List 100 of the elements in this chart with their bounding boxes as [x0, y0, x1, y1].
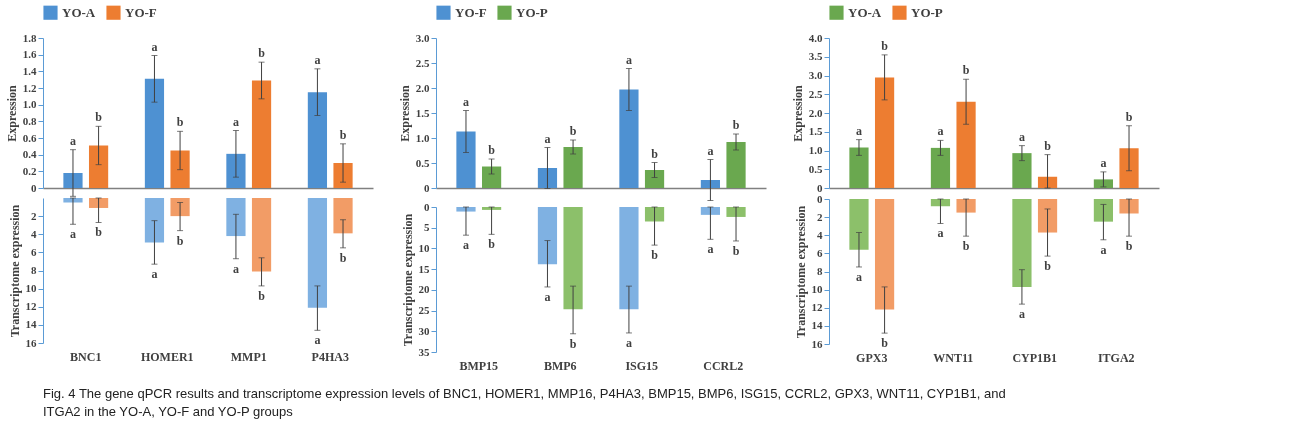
data-label: b [962, 63, 970, 78]
x-tick-label: CYP1B1 [1012, 350, 1058, 365]
y-tick-label: 2.5 [415, 56, 430, 69]
bar [537, 168, 558, 188]
y-tick-label: 2.0 [808, 106, 823, 119]
data-label: a [1018, 129, 1025, 144]
data-label: a [625, 52, 632, 67]
bar [874, 77, 895, 188]
data-label: b [176, 115, 184, 130]
bar [88, 198, 109, 208]
y-tick-label: 0.2 [22, 164, 37, 177]
bar [1093, 199, 1114, 222]
data-label: b [651, 146, 659, 161]
y-tick-label: 0.6 [22, 131, 37, 144]
bar [930, 147, 951, 188]
y-tick-label: 2 [31, 209, 37, 222]
y-tick-label: 0.4 [22, 148, 37, 161]
bar [226, 153, 246, 188]
data-label: b [1125, 109, 1133, 124]
y-axis-title: Expression [397, 84, 412, 142]
data-label: b [339, 250, 347, 265]
bar [333, 163, 353, 188]
y-tick-label: 0 [817, 181, 823, 194]
data-label: b [488, 237, 496, 252]
bar [619, 207, 639, 310]
y-tick-label: 15 [418, 262, 430, 275]
y-tick-label: 0 [31, 181, 37, 194]
y-tick-label: 1.5 [808, 125, 823, 138]
bar [456, 131, 476, 188]
bar [144, 198, 165, 243]
caption: Fig. 4 The gene qPCR results and transcriptome expression levels of BNC1, HOMER1, MMP16, P4HA3, BMP15, BMP6, ISG15, CCRL2, GPX3, WNT11, CYP1B1, and ITGA2 in the YO-A, YO-F and YO-P groups [43, 386, 1006, 419]
data-label: b [881, 336, 889, 351]
y-tick-label: 1.4 [22, 64, 37, 77]
data-label: b [95, 225, 103, 240]
legend-label: YO-F [455, 4, 487, 20]
y-tick-label: 1.0 [415, 131, 430, 144]
bar [644, 170, 665, 188]
data-label: a [1100, 155, 1107, 170]
data-label: b [881, 38, 889, 53]
bar [849, 199, 869, 250]
data-label: a [544, 289, 551, 304]
y-tick-label: 4 [31, 227, 37, 240]
y-tick-label: 1.2 [22, 81, 37, 94]
bar [170, 198, 190, 217]
y-tick-label: 25 [418, 304, 430, 317]
y-tick-label: 0 [424, 200, 430, 213]
y-tick-label: 2.5 [808, 87, 823, 100]
y-tick-label: 8 [817, 265, 823, 277]
data-label: b [339, 127, 347, 142]
y-tick-label: 8 [31, 264, 37, 276]
bar [170, 150, 190, 188]
legend-label: YO-F [125, 4, 157, 20]
data-label: a [855, 123, 862, 138]
bar [226, 198, 246, 237]
data-label: a [314, 333, 321, 348]
y-tick-label: 2.0 [415, 81, 430, 94]
legend-label: YO-A [62, 4, 96, 20]
y-tick-label: 35 [418, 345, 430, 358]
y-tick-label: 3.5 [808, 50, 823, 63]
bar [1012, 153, 1032, 188]
y-axis-title: Expression [4, 84, 19, 142]
bar [956, 101, 976, 188]
y-tick-label: 10 [418, 241, 430, 254]
y-axis-title: Transcriptome expression [793, 205, 808, 339]
y-tick-label: 3.0 [808, 69, 823, 81]
data-label: b [651, 248, 659, 263]
x-tick-label: BNC1 [70, 349, 102, 364]
data-label: b [488, 143, 496, 157]
y-tick-label: 5 [424, 221, 430, 234]
bar [849, 147, 869, 188]
y-tick-label: 30 [418, 324, 430, 337]
y-tick-label: 12 [25, 300, 37, 313]
y-tick-label: 0.5 [415, 156, 430, 169]
bar [63, 173, 83, 188]
data-label: a [314, 52, 321, 67]
data-label: b [176, 233, 184, 248]
bar [481, 166, 502, 188]
legend-label: YO-P [516, 4, 548, 20]
data-label: a [232, 114, 239, 129]
bar [874, 199, 895, 310]
bar [700, 207, 721, 215]
data-label: a [937, 124, 944, 139]
data-label: a [69, 227, 76, 242]
data-label: b [569, 124, 577, 138]
y-tick-label: 1.6 [22, 48, 37, 61]
bar [1037, 199, 1058, 233]
data-label: a [462, 94, 469, 109]
data-label: b [732, 243, 740, 258]
data-label: b [732, 118, 740, 132]
y-tick-label: 6 [31, 245, 37, 258]
y-tick-label: 10 [811, 283, 823, 296]
y-tick-label: 0 [424, 181, 430, 194]
bar [307, 198, 328, 308]
y-tick-label: 4 [817, 228, 823, 241]
bar [1119, 148, 1139, 188]
data-label: a [1018, 307, 1025, 322]
y-tick-label: 12 [811, 301, 823, 314]
x-tick-label: ITGA2 [1097, 350, 1135, 365]
bar [251, 198, 272, 272]
y-tick-label: 0.5 [808, 162, 823, 175]
